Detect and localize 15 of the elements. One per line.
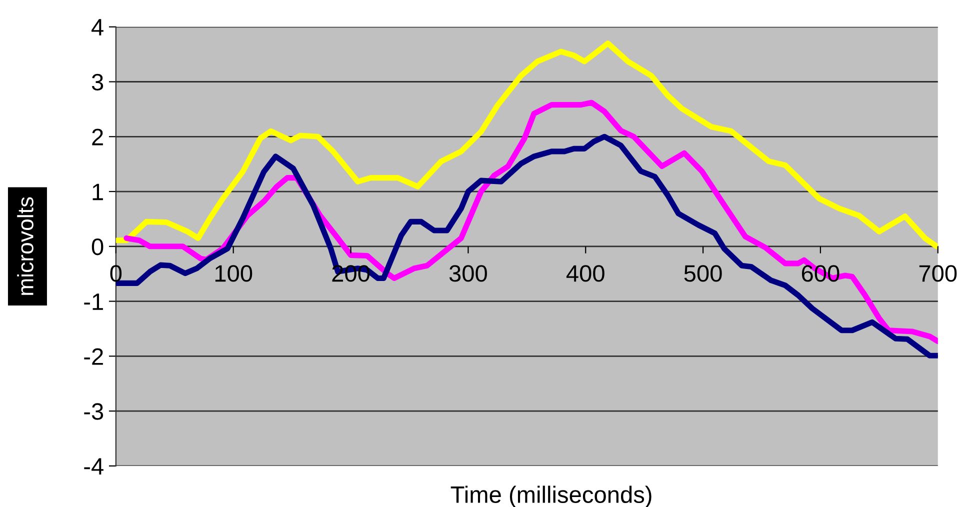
x-tick-label: 400 — [566, 265, 604, 282]
y-tick-label: 2 — [92, 128, 103, 146]
x-tick-label: 300 — [449, 265, 487, 282]
x-tick-label: 100 — [215, 265, 252, 282]
y-tick-label: -4 — [84, 458, 104, 474]
x-tick-label: 700 — [919, 265, 957, 282]
y-tick-label: 0 — [92, 238, 104, 256]
x-tick-label: 500 — [684, 265, 722, 282]
y-tick-label: 4 — [92, 19, 104, 36]
y-tick-label: -2 — [84, 348, 103, 365]
y-tick-label: -1 — [84, 294, 103, 310]
y-tick-label: 3 — [92, 74, 104, 91]
y-tick-label: 1 — [92, 184, 103, 200]
y-tick-label: -3 — [84, 403, 104, 420]
y-axis-title: microvolts — [17, 197, 34, 295]
